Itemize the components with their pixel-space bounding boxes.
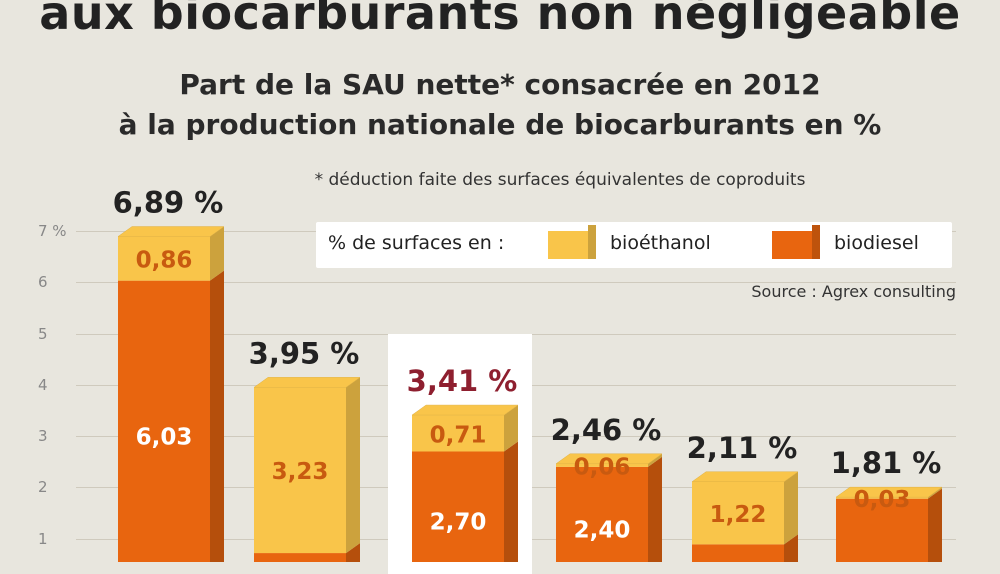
legend-text-biodiesel: biodiesel — [834, 232, 919, 254]
legend-text-bioethanol: bioéthanol — [610, 232, 711, 254]
bar-side-bioethanol — [210, 226, 224, 281]
bar-bioethanol — [412, 415, 504, 452]
bar-top — [411, 404, 519, 416]
y-tick-label: 5 — [38, 324, 48, 343]
data-label-bioethanol: 0,03 — [854, 487, 911, 513]
bar-biodiesel — [836, 498, 928, 562]
legend-swatch-biodiesel — [772, 231, 812, 259]
data-label-biodiesel: 2,70 — [430, 510, 487, 536]
bar-side-bioethanol — [504, 405, 518, 452]
bar-top — [117, 226, 225, 237]
bar-bioethanol — [118, 236, 210, 281]
total-label: 3,95 % — [249, 336, 360, 370]
bar-side-biodiesel — [928, 488, 942, 562]
y-tick-label: 4 — [38, 375, 48, 394]
total-label: 6,89 % — [113, 186, 224, 220]
bar-biodiesel — [118, 280, 210, 562]
total-label: 2,46 % — [551, 413, 662, 447]
bar-bioethanol — [254, 387, 346, 554]
y-tick-label: 6 — [38, 273, 48, 292]
bar-side-biodiesel — [784, 534, 798, 562]
data-label-biodiesel: 2,40 — [574, 517, 631, 543]
bar-top — [555, 453, 663, 465]
bar-biodiesel — [692, 544, 784, 562]
source-note: Source : Agrex consulting — [751, 282, 956, 301]
y-tick-label: 1 — [38, 529, 48, 548]
legend-swatch-bioethanol — [548, 231, 588, 259]
chart-title: aux biocarburants non négligeable — [39, 0, 961, 40]
bar-side-bioethanol — [928, 487, 942, 499]
legend-label: % de surfaces en : — [328, 232, 505, 254]
bar-side-biodiesel — [504, 441, 518, 562]
bar-biodiesel — [254, 553, 346, 562]
y-tick-label: 2 — [38, 478, 48, 497]
legend: % de surfaces en : bioéthanol biodiesel — [316, 222, 952, 268]
bar-side-biodiesel — [346, 543, 360, 562]
bar-top — [691, 471, 799, 483]
bar-bioethanol — [692, 481, 784, 545]
data-label-biodiesel: 6,03 — [136, 424, 193, 450]
data-label-bioethanol: 0,06 — [574, 454, 631, 480]
bar-bioethanol — [556, 463, 648, 467]
y-tick-label: 7 % — [38, 221, 67, 240]
chart-subtitle-line1: Part de la SAU nette* consacrée en 2012 — [179, 68, 821, 101]
data-label-bioethanol: 0,86 — [136, 248, 193, 274]
bar-biodiesel — [412, 451, 504, 562]
bar-top — [835, 486, 943, 498]
bar-side-bioethanol — [784, 471, 798, 545]
y-tick-label: 3 — [38, 427, 48, 446]
bar-side-bioethanol — [346, 377, 360, 554]
gridline — [76, 282, 956, 284]
bar-side-bioethanol — [648, 453, 662, 467]
data-label-bioethanol: 3,23 — [272, 459, 329, 485]
total-label: 1,81 % — [831, 446, 942, 480]
data-label-bioethanol: 1,22 — [710, 502, 767, 528]
chart-subtitle-line2: à la production nationale de biocarburan… — [118, 108, 882, 141]
bar-top — [253, 377, 361, 388]
bar-biodiesel — [556, 466, 648, 562]
data-label-bioethanol: 0,71 — [430, 422, 487, 448]
bar-side-biodiesel — [648, 456, 662, 562]
bar-chart: 0,86 6,03 6,89 % 3,23 3,95 % 0,71 2,70 3,41 % 0,… — [113, 186, 943, 562]
footnote: * déduction faite des surfaces équivalen… — [314, 170, 806, 190]
total-label: 2,11 % — [687, 431, 798, 465]
total-label: 3,41 % — [407, 364, 518, 398]
bar-side-biodiesel — [210, 270, 224, 562]
bar-bioethanol — [836, 497, 928, 499]
